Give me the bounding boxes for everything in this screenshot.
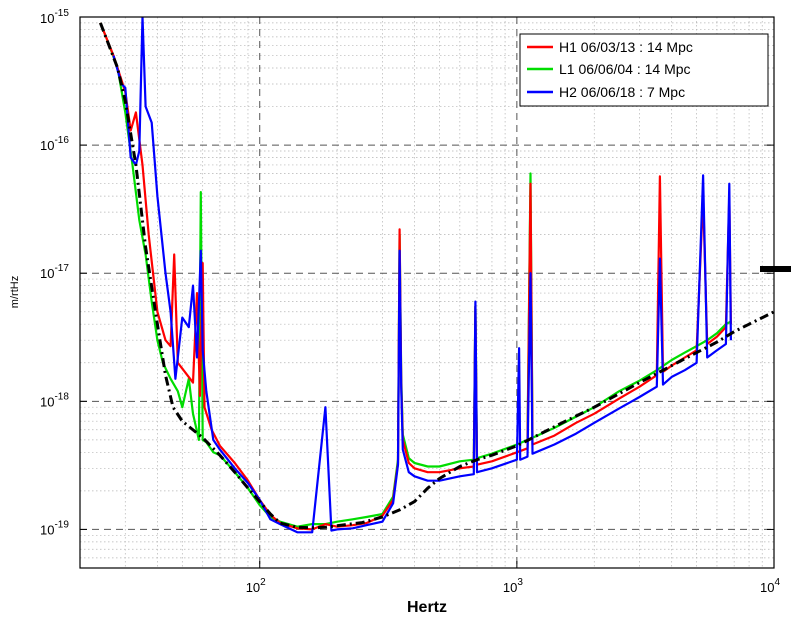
legend-box [519,33,769,107]
y-tick-label: 10-16 [40,135,69,153]
y-tick-base: 10 [40,266,54,281]
y-tick-base: 10 [40,138,54,153]
y-tick-label: 10-19 [40,519,69,537]
series-line-h2 [112,17,732,534]
y-tick-base: 10 [40,11,54,26]
y-tick-label: 10-18 [40,391,69,409]
y-tick-exponent: -19 [54,519,69,530]
series-line-l1 [99,22,732,528]
x-tick-base: 10 [246,580,260,595]
x-axis-label: Hertz [407,599,447,616]
y-tick-exponent: -18 [54,391,69,402]
edge-marker [760,266,791,272]
y-tick-base: 10 [40,522,54,537]
legend-label-h2: H2 06/06/18 : 7 Mpc [559,84,685,100]
y-tick-exponent: -17 [54,263,69,274]
legend-label-l1: L1 06/06/04 : 14 Mpc [559,61,691,77]
y-axis-label: m/rtHz [9,276,21,308]
y-tick-exponent: -15 [54,8,69,19]
plot-frame [79,16,775,569]
x-tick-exponent: 3 [517,577,523,588]
legend: H1 06/03/13 : 14 Mpc L1 06/06/04 : 14 Mp… [519,33,769,107]
y-tick-label: 10-15 [40,8,69,26]
x-tick-exponent: 2 [260,577,266,588]
x-tick-label: 103 [503,577,523,595]
y-tick-exponent: -16 [54,135,69,146]
series-layer [98,17,774,534]
series-line-reference [98,22,774,530]
ticks [80,16,775,568]
x-tick-label: 104 [760,577,780,595]
x-tick-base: 10 [760,580,774,595]
x-tick-base: 10 [503,580,517,595]
x-tick-exponent: 4 [774,577,780,588]
x-tick-label: 102 [246,577,266,595]
y-tick-base: 10 [40,394,54,409]
legend-label-h1: H1 06/03/13 : 14 Mpc [559,39,693,55]
y-tick-label: 10-17 [40,263,69,281]
